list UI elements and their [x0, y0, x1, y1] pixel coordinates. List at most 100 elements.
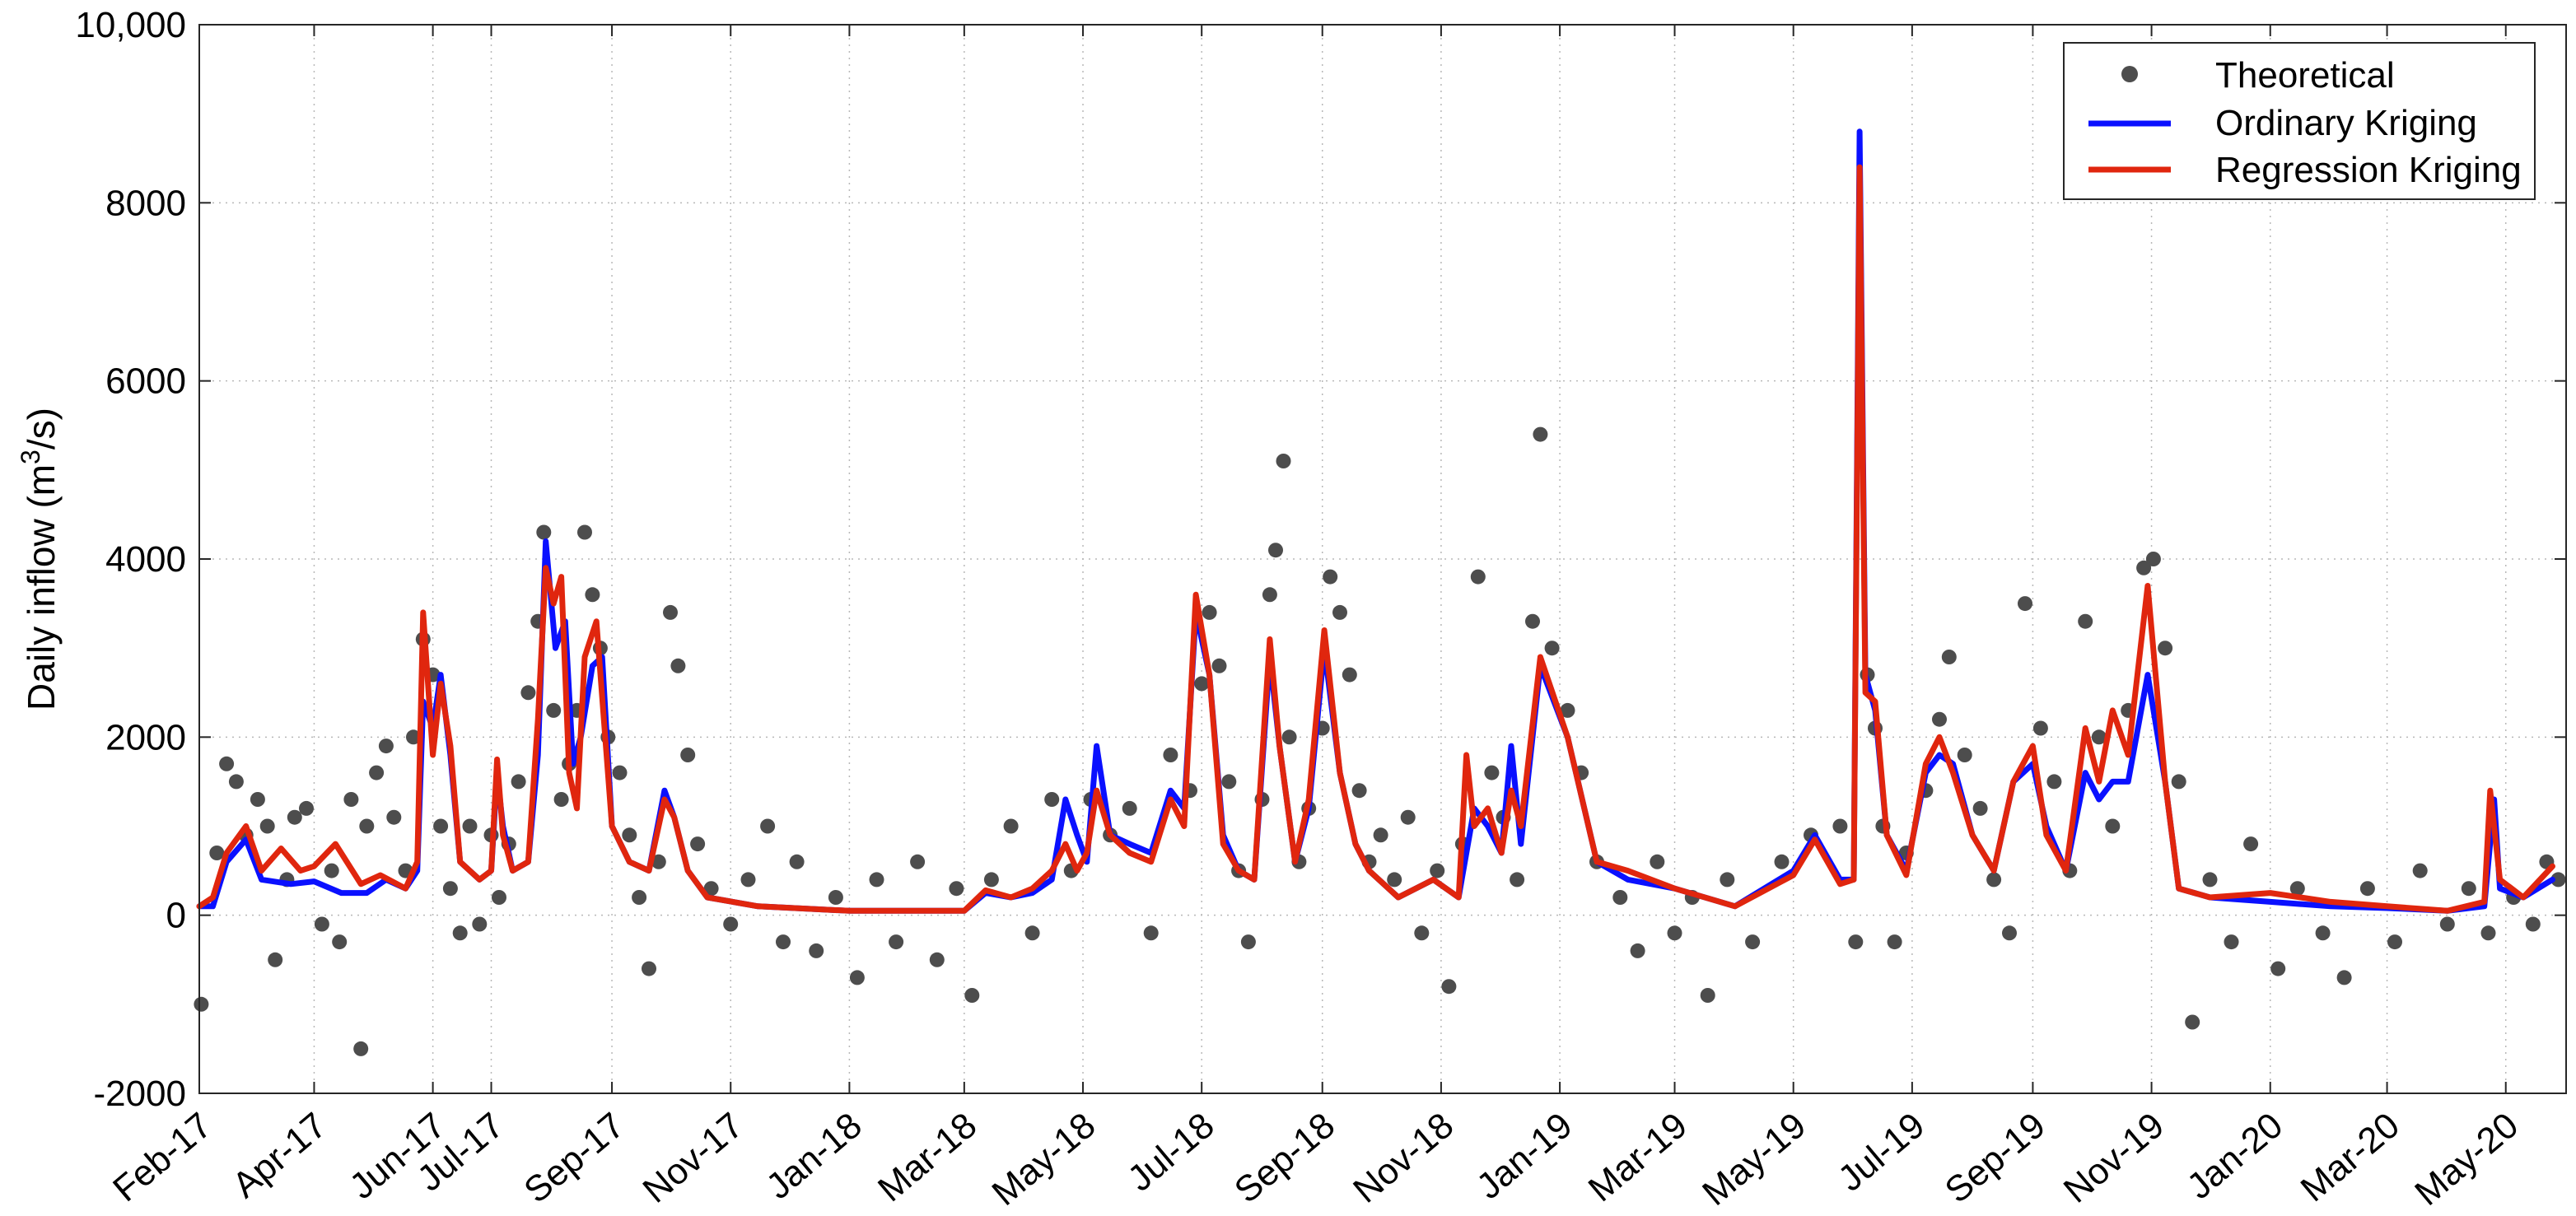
data-point-theoretical [910, 854, 926, 869]
x-tick-label: Feb-17 [105, 1105, 219, 1209]
y-tick-label: 6000 [105, 361, 186, 402]
data-point-theoretical [219, 756, 235, 771]
data-point-theoretical [378, 738, 394, 754]
x-tick-label: Nov-17 [636, 1105, 751, 1211]
data-point-theoretical [1221, 774, 1237, 790]
data-point-theoretical [511, 774, 526, 790]
data-point-theoretical [259, 818, 275, 834]
data-point-theoretical [1323, 569, 1338, 585]
legend-label-theoretical: Theoretical [2215, 55, 2395, 96]
data-point-theoretical [723, 916, 739, 932]
data-point-theoretical [651, 854, 666, 869]
plot-background [199, 25, 2566, 1093]
data-point-theoretical [314, 916, 329, 932]
data-point-theoretical [2202, 872, 2218, 888]
data-point-theoretical [849, 970, 865, 985]
data-point-theoretical [2461, 881, 2476, 897]
data-point-theoretical [2359, 881, 2375, 897]
data-point-theoretical [1400, 809, 1416, 825]
data-point-theoretical [869, 872, 884, 888]
x-tick-label: May-18 [985, 1105, 1104, 1214]
data-point-theoretical [690, 836, 706, 852]
y-tick-label: 10,000 [75, 5, 186, 45]
y-axis-title-end: /s) [20, 408, 63, 450]
data-point-theoretical [299, 800, 314, 816]
data-point-theoretical [663, 604, 678, 620]
data-point-theoretical [1720, 872, 1735, 888]
data-point-theoretical [536, 524, 552, 540]
data-point-theoretical [1832, 818, 1848, 834]
data-point-theoretical [1281, 729, 1297, 745]
series-layer [194, 128, 2566, 1056]
data-point-theoretical [642, 961, 656, 976]
data-point-theoretical [680, 748, 696, 762]
data-point-theoretical [1986, 872, 2002, 888]
data-point-theoretical [632, 890, 647, 905]
data-point-theoretical [353, 1041, 369, 1056]
data-point-theoretical [520, 685, 536, 701]
data-point-theoretical [1957, 748, 1972, 762]
data-point-theoretical [250, 792, 265, 807]
data-point-theoretical [343, 792, 359, 807]
data-point-theoretical [1202, 604, 1217, 620]
data-point-theoretical [433, 818, 449, 834]
series-line-regression-kriging [196, 164, 2555, 914]
data-point-theoretical [553, 792, 569, 807]
data-point-theoretical [2550, 872, 2566, 888]
data-point-theoretical [2105, 818, 2121, 834]
legend-label-ordinary-kriging: Ordinary Kriging [2215, 103, 2477, 143]
x-tick-label: Mar-18 [870, 1105, 984, 1209]
data-point-theoretical [228, 774, 244, 790]
data-point-theoretical [1211, 658, 1227, 673]
y-axis-title-superscript: 3 [16, 450, 45, 464]
data-point-theoretical [1194, 676, 1210, 692]
legend-marker-theoretical [2121, 66, 2138, 82]
y-axis-title-main: Daily inflow (m [20, 464, 63, 710]
y-tick-label: 0 [166, 896, 186, 936]
x-tick-label: Jan-19 [1469, 1105, 1580, 1207]
x-tick-label: May-20 [2407, 1105, 2526, 1214]
data-point-theoretical [1932, 711, 1947, 727]
data-point-theoretical [1774, 854, 1790, 869]
data-point-theoretical [1941, 650, 1957, 664]
data-point-theoretical [2171, 774, 2186, 790]
data-point-theoretical [1650, 854, 1665, 869]
data-point-theoretical [1630, 943, 1645, 958]
data-point-theoretical [2412, 863, 2428, 878]
data-point-theoretical [1332, 604, 1347, 620]
grid-lines [198, 24, 2566, 1094]
data-point-theoretical [964, 988, 980, 1003]
data-point-theoretical [442, 881, 458, 897]
data-point-theoretical [1276, 454, 1291, 468]
data-point-theoretical [406, 729, 421, 745]
data-point-theoretical [612, 765, 628, 780]
data-point-theoretical [1848, 934, 1864, 950]
data-point-theoretical [1351, 783, 1367, 799]
data-point-theoretical [2185, 1014, 2200, 1030]
data-point-theoretical [1262, 587, 1277, 603]
data-point-theoretical [670, 658, 686, 673]
data-point-theoretical [386, 809, 402, 825]
x-tick-label: Mar-19 [1581, 1105, 1695, 1209]
data-point-theoretical [2336, 970, 2352, 985]
data-point-theoretical [369, 765, 385, 780]
data-point-theoretical [1533, 426, 1548, 442]
x-tick-label: Apr-17 [225, 1105, 334, 1205]
data-point-theoretical [2091, 729, 2107, 745]
x-tick-label: Sep-17 [516, 1105, 632, 1211]
data-point-theoretical [1044, 792, 1060, 807]
data-point-theoretical [332, 934, 348, 950]
data-point-theoretical [1560, 702, 1575, 718]
data-point-theoretical [828, 890, 843, 905]
y-axis-title: Daily inflow (m3/s) [16, 408, 63, 710]
data-point-theoretical [809, 943, 824, 958]
data-point-theoretical [194, 996, 209, 1012]
data-point-theoretical [209, 846, 225, 860]
x-tick-label: Jan-18 [758, 1105, 870, 1207]
x-tick-label: Nov-19 [2056, 1105, 2172, 1211]
data-point-theoretical [2243, 836, 2259, 852]
x-tick-label: Sep-19 [1938, 1105, 2053, 1211]
data-point-theoretical [492, 890, 506, 905]
data-point-theoretical [622, 827, 637, 843]
data-point-theoretical [1373, 827, 1388, 843]
